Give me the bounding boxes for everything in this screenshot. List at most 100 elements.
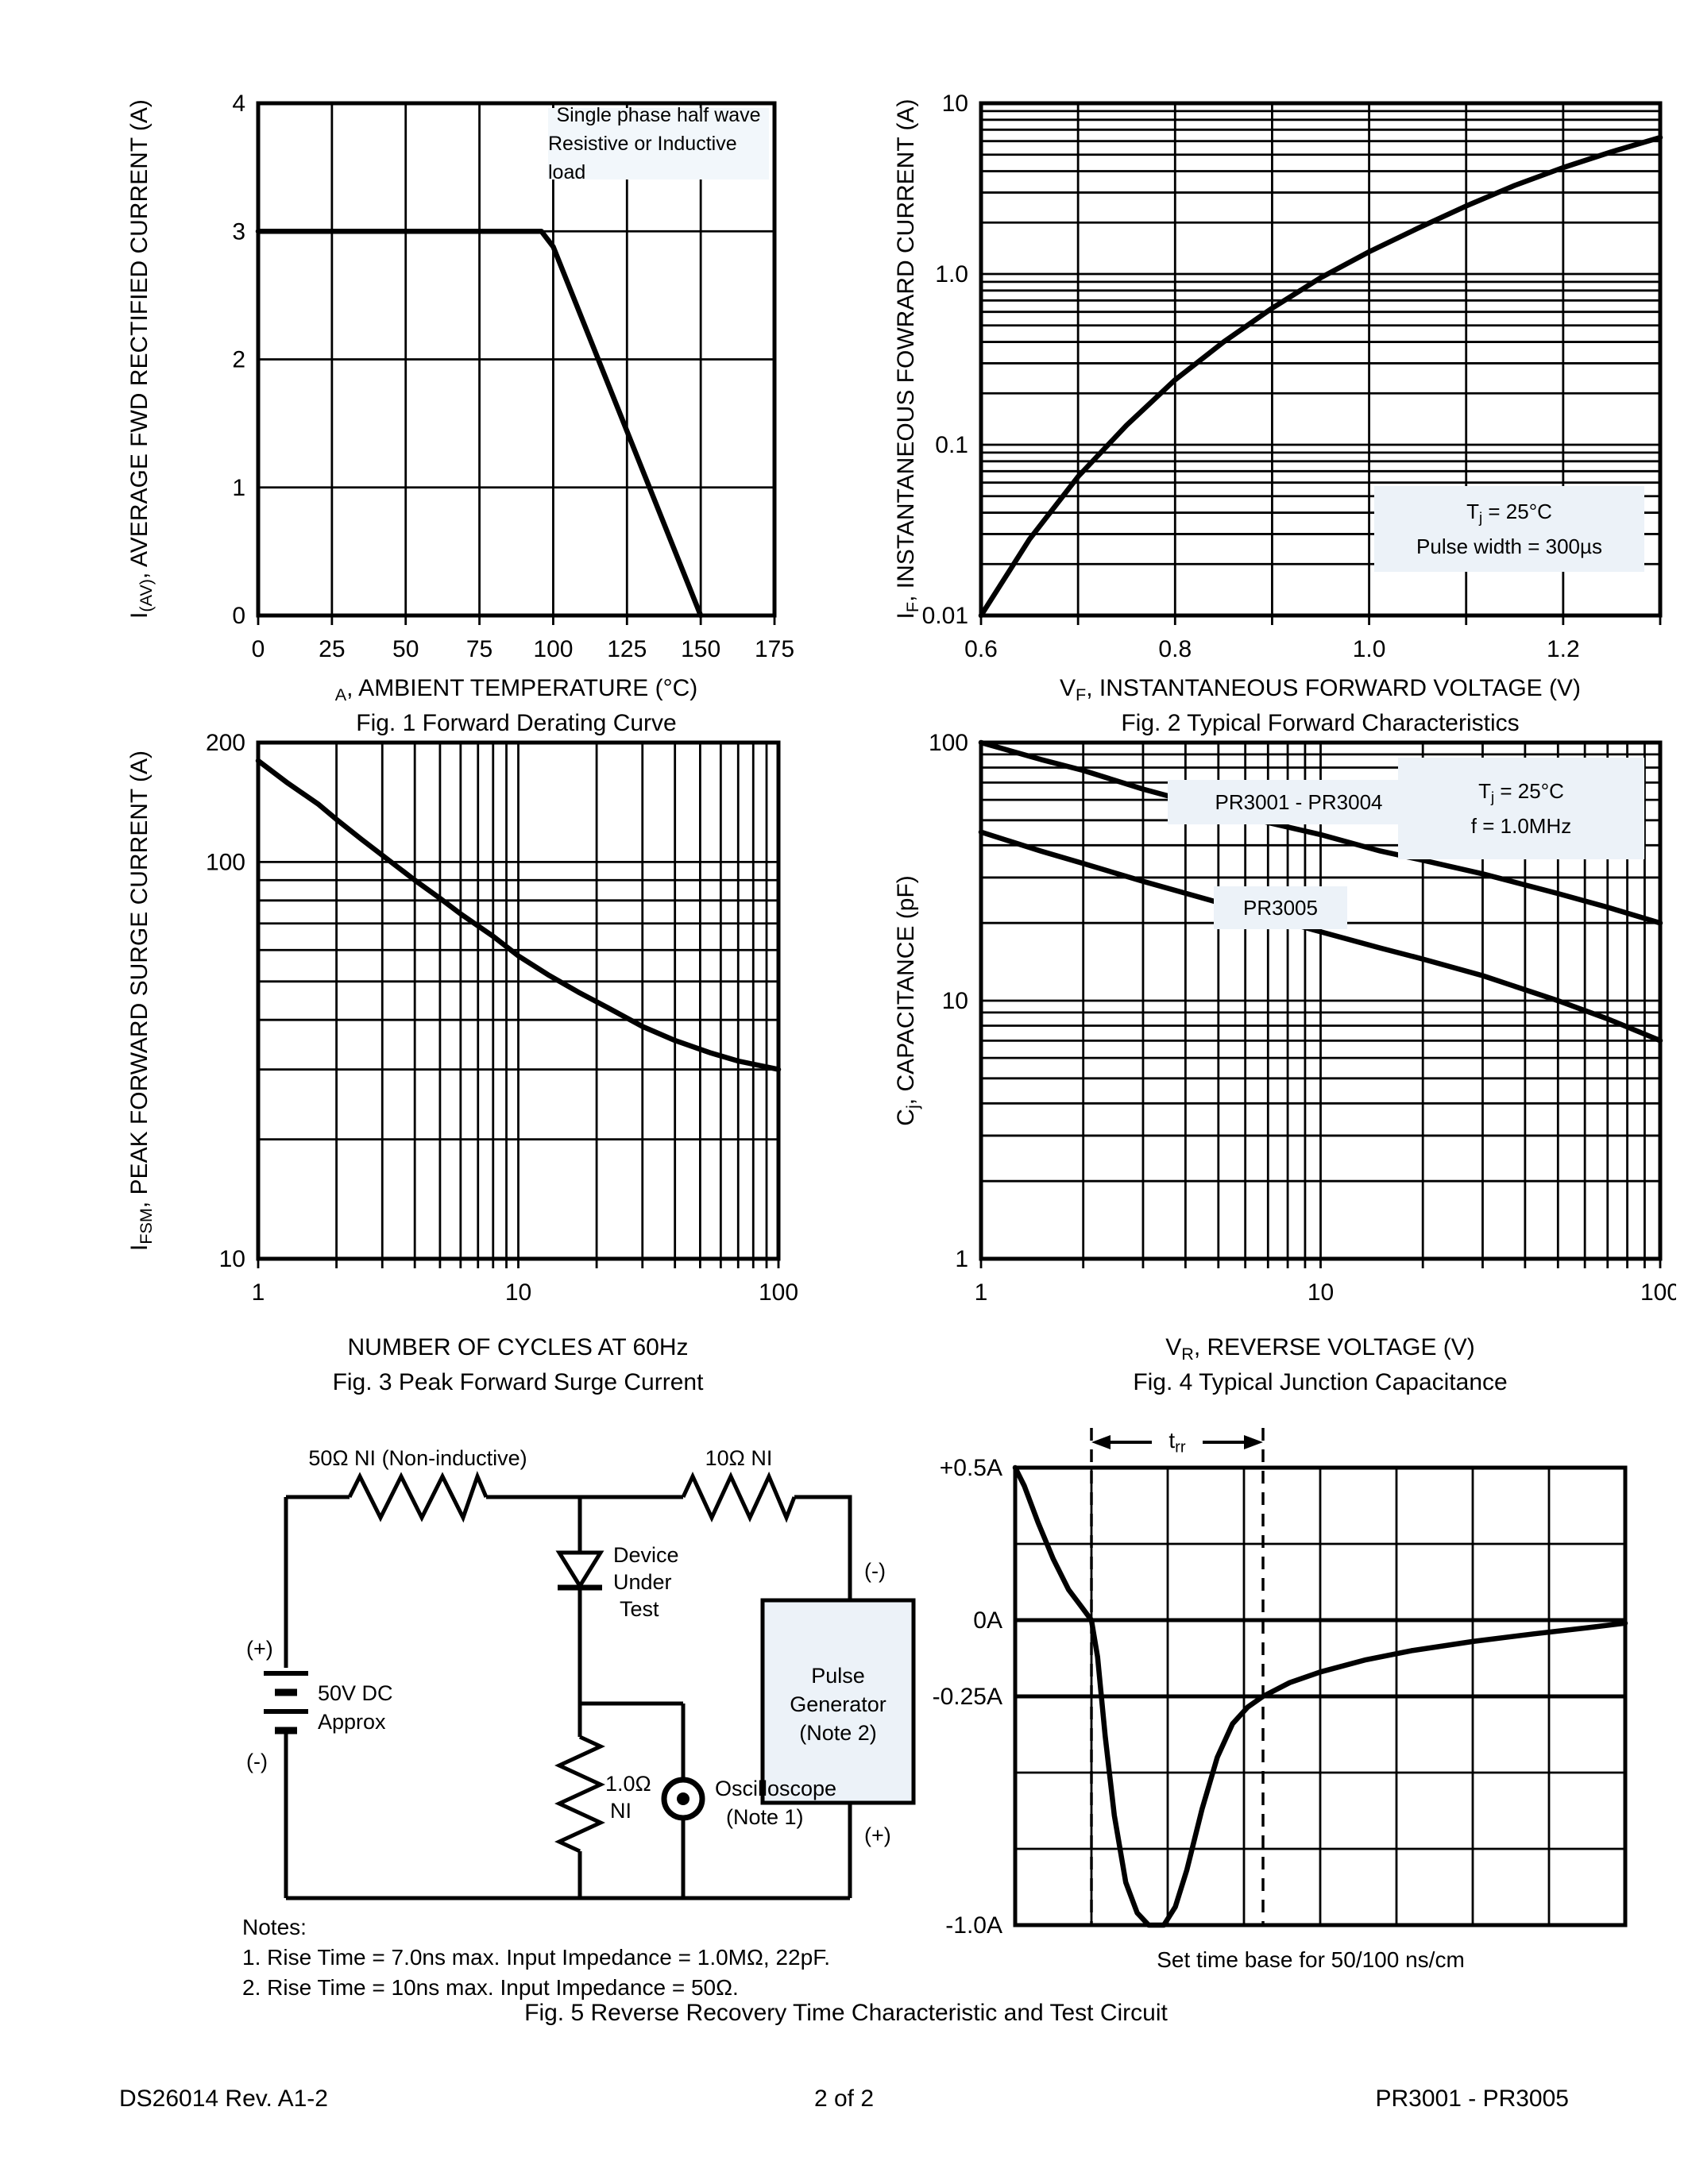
fig2-caption: Fig. 2 Typical Forward Characteristics bbox=[1121, 710, 1520, 736]
fig1-y-axis-label: I(AV), AVERAGE FWD RECTIFIED CURRENT (A) bbox=[126, 99, 156, 619]
pg-minus-label: (-) bbox=[864, 1559, 886, 1583]
fig3-y-axis-label: IFSM, PEAK FORWARD SURGE CURRENT (A) bbox=[126, 750, 156, 1252]
fig5-notes: Notes: 1. Rise Time = 7.0ns max. Input I… bbox=[242, 1912, 830, 2003]
footer-part-number: PR3001 - PR3005 bbox=[1375, 2086, 1570, 2112]
svg-text:25: 25 bbox=[319, 636, 345, 662]
circuit-labels: 50Ω NI (Non-inductive) 10Ω NI Device Und… bbox=[246, 1446, 891, 1847]
pg-plus-label: (+) bbox=[864, 1823, 891, 1847]
svg-text:50: 50 bbox=[392, 636, 419, 662]
fig5wave-grid bbox=[1014, 1466, 1627, 1927]
fig4-tick-labels: 1 10 100 100 10 1 bbox=[929, 730, 1676, 1306]
fig1-caption: Fig. 1 Forward Derating Curve bbox=[356, 710, 677, 736]
fig5wave-tick-labels: +0.5A 0A -0.25A -1.0A bbox=[933, 1455, 1002, 1939]
fig4-annotation: Tj = 25°C f = 1.0MHz bbox=[1398, 758, 1644, 859]
fig5wave-series-0 bbox=[1012, 1464, 1628, 1928]
svg-text:4: 4 bbox=[232, 91, 245, 117]
fig4-x-axis-label: VR, REVERSE VOLTAGE (V) bbox=[1165, 1334, 1475, 1364]
fig4-plot-border bbox=[979, 740, 1663, 1261]
fig5wave-plot-border bbox=[1013, 1465, 1628, 1927]
wire bbox=[794, 1495, 852, 1600]
svg-text:10: 10 bbox=[942, 91, 968, 117]
fig2-annotation-line1: Tj = 25°C bbox=[1466, 499, 1552, 527]
fig4-series-1 bbox=[978, 829, 1663, 1044]
resistor-1ohm-symbol bbox=[554, 1734, 605, 1854]
svg-text:0.01: 0.01 bbox=[922, 603, 968, 629]
svg-text:1.0: 1.0 bbox=[1353, 636, 1386, 662]
svg-text:1.0: 1.0 bbox=[935, 261, 968, 287]
resistor-50ohm-symbol bbox=[347, 1471, 489, 1523]
svg-text:100: 100 bbox=[929, 730, 968, 756]
fig4-series-label-lower: PR3005 bbox=[1214, 886, 1347, 929]
oscilloscope-label-2: (Note 1) bbox=[726, 1805, 804, 1829]
fig5-circuit-diagram: 50Ω NI (Non-inductive) 10Ω NI Device Und… bbox=[246, 1446, 916, 1900]
pulse-generator-label-1: Pulse bbox=[811, 1664, 865, 1688]
battery-symbol bbox=[264, 1671, 308, 1734]
svg-text:0: 0 bbox=[252, 636, 265, 662]
resistor-50ohm-label: 50Ω NI (Non-inductive) bbox=[308, 1446, 527, 1470]
timebase-label: Set time base for 50/100 ns/cm bbox=[1157, 1947, 1465, 1972]
footer-page-number: 2 of 2 bbox=[813, 2086, 875, 2112]
fig2-series-0 bbox=[978, 134, 1663, 619]
battery-voltage-label-1: 50V DC bbox=[318, 1681, 393, 1705]
note-2: 2. Rise Time = 10ns max. Input Impedance… bbox=[242, 1975, 739, 2000]
footer-doc-number: DS26014 Rev. A1-2 bbox=[119, 2086, 328, 2112]
svg-text:100: 100 bbox=[533, 636, 573, 662]
fig2-plot: 0.6 0.8 1.0 1.2 10 1.0 0.1 0.01 bbox=[922, 91, 1663, 662]
svg-text:150: 150 bbox=[681, 636, 720, 662]
fig4-y-axis-label: Cj, CAPACITANCE (pF) bbox=[893, 875, 923, 1126]
svg-text:10: 10 bbox=[1308, 1279, 1334, 1306]
fig3-tick-labels: 1 10 100 200 100 10 bbox=[206, 730, 798, 1306]
svg-text:2: 2 bbox=[232, 347, 245, 373]
battery-plus-label: (+) bbox=[246, 1637, 273, 1661]
circuit-wires bbox=[284, 1471, 852, 1900]
fig2-annotation: Tj = 25°C Pulse width = 300µs bbox=[1374, 486, 1644, 572]
fig1-annotation-line1: Single phase half wave bbox=[556, 104, 761, 126]
dut-label-2: Under bbox=[613, 1570, 672, 1594]
trr-label: trr bbox=[1168, 1428, 1186, 1457]
fig1-plot: 0 25 50 75 100 125 150 175 0 1 2 3 4 bbox=[232, 91, 794, 662]
svg-text:200: 200 bbox=[206, 730, 245, 756]
svg-text:0.1: 0.1 bbox=[935, 432, 968, 458]
svg-text:-1.0A: -1.0A bbox=[945, 1912, 1002, 1939]
fig5-caption: Fig. 5 Reverse Recovery Time Characteris… bbox=[524, 2000, 1168, 2026]
svg-text:0.6: 0.6 bbox=[964, 636, 998, 662]
resistor-1ohm-label-2: NI bbox=[610, 1799, 632, 1823]
fig2-y-axis-label: IF, INSTANTANEOUS FOWRARD CURRENT (A) bbox=[893, 98, 923, 619]
svg-text:10: 10 bbox=[505, 1279, 531, 1306]
resistor-10ohm-label: 10Ω NI bbox=[705, 1446, 773, 1470]
resistor-10ohm-symbol bbox=[681, 1471, 797, 1523]
oscilloscope-connector-icon bbox=[661, 1777, 705, 1821]
pulse-generator-box bbox=[760, 1598, 916, 1805]
dut-label-3: Test bbox=[620, 1597, 659, 1621]
pulse-generator-label-3: (Note 2) bbox=[799, 1721, 877, 1745]
fig1-annotation-line2: Resistive or Inductive load bbox=[548, 133, 737, 183]
fig4-annotation-line1: Tj = 25°C bbox=[1478, 778, 1564, 806]
fig1-annotation: Single phase half wave Resistive or Indu… bbox=[548, 104, 769, 183]
battery-voltage-label-2: Approx bbox=[318, 1710, 386, 1734]
svg-text:10: 10 bbox=[942, 988, 968, 1014]
oscilloscope-label-1: Oscilloscope bbox=[715, 1777, 836, 1800]
battery-minus-label: (-) bbox=[246, 1750, 268, 1773]
fig2-tick-labels: 0.6 0.8 1.0 1.2 10 1.0 0.1 0.01 bbox=[922, 91, 1580, 662]
dut-label-1: Device bbox=[613, 1543, 679, 1567]
svg-text:1.2: 1.2 bbox=[1547, 636, 1580, 662]
fig4-series-label-upper: PR3001 - PR3004 bbox=[1168, 780, 1430, 824]
svg-text:175: 175 bbox=[755, 636, 794, 662]
fig1-tick-labels: 0 25 50 75 100 125 150 175 0 1 2 3 4 bbox=[232, 91, 794, 662]
fig4-series-0 bbox=[978, 739, 1663, 926]
fig1-x-axis-label: A, AMBIENT TEMPERATURE (°C) bbox=[334, 675, 698, 705]
fig3-plot-border bbox=[256, 740, 781, 1261]
fig3-caption: Fig. 3 Peak Forward Surge Current bbox=[332, 1369, 704, 1395]
svg-text:3: 3 bbox=[232, 218, 245, 245]
fig3-series-0 bbox=[255, 758, 782, 1072]
pulse-generator-label-2: Generator bbox=[790, 1692, 886, 1716]
fig2-x-axis-label: VF, INSTANTANEOUS FORWARD VOLTAGE (V) bbox=[1059, 675, 1582, 705]
fig4-annotation-line2: f = 1.0MHz bbox=[1470, 814, 1572, 839]
svg-text:0: 0 bbox=[232, 603, 245, 629]
fig1-series-0 bbox=[255, 229, 704, 619]
svg-text:1: 1 bbox=[955, 1246, 968, 1272]
diode-triangle bbox=[555, 1550, 605, 1590]
fig1-plot-border bbox=[256, 101, 777, 618]
trr-dimension-arrow bbox=[1091, 1435, 1263, 1449]
